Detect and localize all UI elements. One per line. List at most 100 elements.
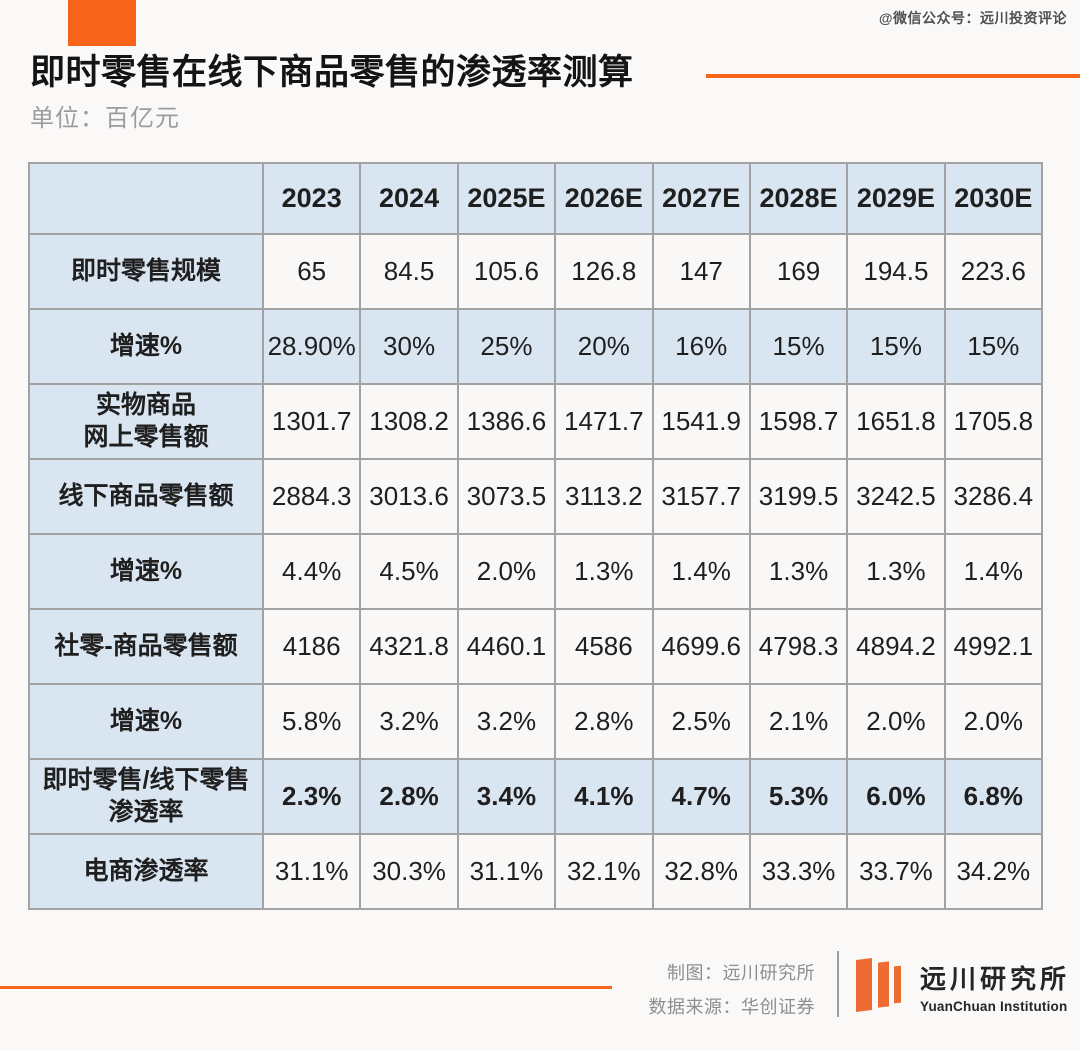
year-column-header: 2027E [651,162,751,235]
value-cell: 1.3% [846,533,946,610]
logo-name-cn: 远川研究所 [920,964,1071,994]
value-cell: 2.8% [359,758,459,835]
value-cell: 31.1% [261,833,362,910]
value-cell: 105.6 [456,233,557,310]
value-cell: 4460.1 [456,608,557,685]
value-cell: 4.1% [554,758,654,835]
value-cell: 2.8% [554,683,654,760]
value-cell: 15% [943,308,1044,385]
table-header-row: 2023 2024 2025E 2026E 2027E 2028E 2029E 2030E [28,162,1044,235]
value-cell: 30% [359,308,459,385]
value-cell: 20% [554,308,654,385]
year-column-header: 2030E [943,162,1044,235]
logo-text: 远川研究所 YuanChuan Institution [920,957,1070,1014]
value-cell: 3242.5 [846,458,946,535]
watermark-text: @微信公众号：远川投资评论 [878,10,1067,26]
page-title: 即时零售在线下商品零售的渗透率测算 [30,53,634,92]
value-cell: 1705.8 [943,383,1044,460]
row-label: 增速% [28,533,264,610]
row-label: 即时零售/线下零售 渗透率 [28,758,264,835]
value-cell: 2.1% [748,683,849,760]
value-cell: 3.4% [456,758,557,835]
table-row: 线下商品零售额 2884.3 3013.6 3073.5 3113.2 3157.7 319… [28,458,1044,535]
footer-accent-line [0,986,612,989]
logo-name-en: YuanChuan Institution [920,999,1068,1014]
value-cell: 147 [651,233,751,310]
value-cell: 3199.5 [748,458,849,535]
value-cell: 4992.1 [943,608,1044,685]
year-column-header: 2028E [748,162,849,235]
value-cell: 2.0% [456,533,557,610]
value-cell: 5.3% [748,758,849,835]
row-label: 社零-商品零售额 [28,608,264,685]
footer-divider [837,951,839,1017]
year-column-header: 2025E [456,162,557,235]
year-column-header: 2026E [554,162,654,235]
value-cell: 1.4% [943,533,1044,610]
table-row: 增速% 5.8% 3.2% 3.2% 2.8% 2.5% 2.1% 2.0% 2.0% [28,683,1044,760]
table-row: 即时零售规模 65 84.5 105.6 126.8 147 169 194.5 223.6 [28,233,1044,310]
value-cell: 3286.4 [943,458,1044,535]
value-cell: 1.3% [554,533,654,610]
value-cell: 194.5 [846,233,946,310]
value-cell: 33.7% [846,833,946,910]
row-label: 即时零售规模 [28,233,264,310]
value-cell: 4.7% [651,758,751,835]
value-cell: 4894.2 [846,608,946,685]
row-label: 实物商品 网上零售额 [28,383,264,460]
table-row: 增速% 28.90% 30% 25% 20% 16% 15% 15% 15% [28,308,1044,385]
value-cell: 4321.8 [359,608,459,685]
year-column-header: 2023 [261,162,362,235]
value-cell: 16% [651,308,751,385]
value-cell: 25% [456,308,557,385]
value-cell: 2.3% [261,758,362,835]
title-underline [706,74,1080,78]
table-row: 增速% 4.4% 4.5% 2.0% 1.3% 1.4% 1.3% 1.3% 1.4% [28,533,1044,610]
row-label: 线下商品零售额 [28,458,264,535]
value-cell: 34.2% [943,833,1044,910]
value-cell: 33.3% [748,833,849,910]
value-cell: 84.5 [359,233,459,310]
value-cell: 1.4% [651,533,751,610]
table-row: 即时零售/线下零售 渗透率 2.3% 2.8% 3.4% 4.1% 4.7% 5.3% 6.0… [28,758,1044,835]
table-row: 实物商品 网上零售额 1301.7 1308.2 1386.6 1471.7 1541.9… [28,383,1044,460]
year-column-header: 2029E [846,162,946,235]
table-row: 社零-商品零售额 4186 4321.8 4460.1 4586 4699.6 4798.3… [28,608,1044,685]
value-cell: 3.2% [456,683,557,760]
value-cell: 1.3% [748,533,849,610]
value-cell: 6.8% [943,758,1044,835]
value-cell: 4699.6 [651,608,751,685]
yuanchuan-logo: 远川研究所 YuanChuan Institution [856,957,1070,1015]
year-column-header: 2024 [359,162,459,235]
value-cell: 4798.3 [748,608,849,685]
value-cell: 1471.7 [554,383,654,460]
row-label: 增速% [28,683,264,760]
value-cell: 5.8% [261,683,362,760]
value-cell: 4186 [261,608,362,685]
value-cell: 15% [748,308,849,385]
value-cell: 32.1% [554,833,654,910]
value-cell: 4.5% [359,533,459,610]
credits-block: 制图：远川研究所 数据来源：华创证券 [649,956,816,1024]
row-label: 电商渗透率 [28,833,264,910]
value-cell: 4.4% [261,533,362,610]
value-cell: 223.6 [943,233,1044,310]
credit-source: 数据来源：华创证券 [648,997,815,1017]
value-cell: 3113.2 [554,458,654,535]
penetration-table: 2023 2024 2025E 2026E 2027E 2028E 2029E 2030E 即… [28,162,1044,910]
value-cell: 2.0% [943,683,1044,760]
value-cell: 169 [748,233,849,310]
corner-header-cell [28,162,264,235]
value-cell: 65 [261,233,362,310]
table-row: 电商渗透率 31.1% 30.3% 31.1% 32.1% 32.8% 33.3% 33.7%… [28,833,1044,910]
value-cell: 1541.9 [651,383,751,460]
value-cell: 28.90% [261,308,362,385]
value-cell: 1308.2 [359,383,459,460]
value-cell: 2.0% [846,683,946,760]
value-cell: 3013.6 [359,458,459,535]
value-cell: 2.5% [651,683,751,760]
unit-label: 单位：百亿元 [30,105,180,132]
value-cell: 15% [846,308,946,385]
value-cell: 1386.6 [456,383,557,460]
